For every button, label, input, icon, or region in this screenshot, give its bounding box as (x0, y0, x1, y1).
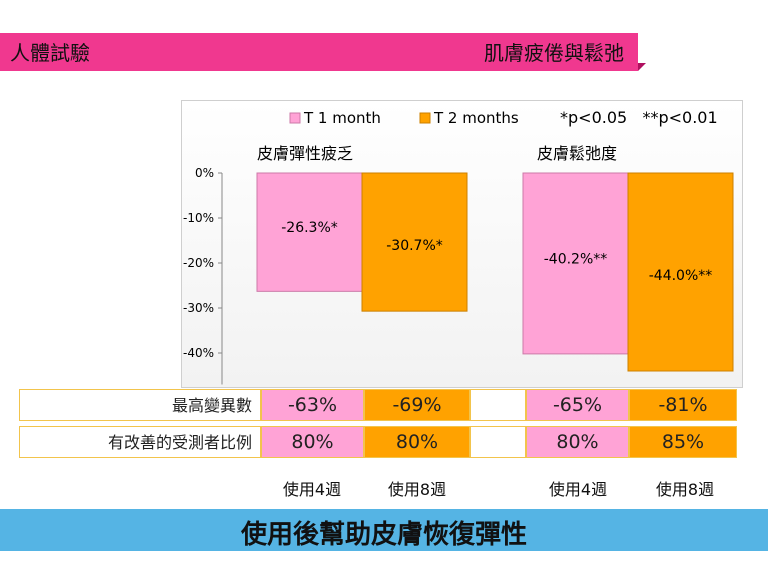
data-label: -40.2%** (544, 251, 608, 267)
chart-panel: T 1 month T 2 months *p<0.05 **p<0.01 皮膚… (181, 100, 743, 388)
row-label-improved-ratio: 有改善的受測者比例 (19, 426, 261, 458)
cell-max-change-2: -69% (364, 389, 470, 421)
header-right-title: 肌膚疲倦與鬆弛 (484, 41, 624, 65)
spacer-cell (470, 426, 526, 458)
significance-note: *p<0.05 **p<0.01 (560, 108, 718, 127)
week-label-2: 使用8週 (387, 480, 447, 499)
cell-improved-3: 80% (526, 426, 629, 458)
cell-max-change-4: -81% (629, 389, 737, 421)
legend-label-t1: T 1 month (303, 109, 381, 127)
legend-swatch-t1 (289, 112, 301, 124)
y-tick-label: -40% (183, 346, 214, 360)
data-label: -26.3%* (281, 220, 338, 236)
footer-band: 使用後幫助皮膚恢復彈性 (0, 509, 768, 551)
legend-label-t2: T 2 months (433, 109, 519, 127)
header-left-title: 人體試驗 (10, 41, 90, 65)
bar-t2-group2 (627, 172, 734, 372)
y-tick-label: -20% (183, 256, 214, 270)
y-axis: 0% -10% -20% -30% -40% (183, 166, 223, 385)
cell-improved-4: 85% (629, 426, 737, 458)
bar-t1-group1 (256, 172, 363, 292)
cell-improved-1: 80% (261, 426, 364, 458)
legend-swatch-t2 (419, 112, 431, 124)
footer-slogan: 使用後幫助皮膚恢復彈性 (240, 520, 527, 550)
bar-chart: T 1 month T 2 months *p<0.05 **p<0.01 皮膚… (183, 108, 734, 385)
bars-layer: -26.3%* -40.2%** -30.7%* -44.0%** (256, 172, 734, 372)
y-tick-label: 0% (195, 166, 214, 180)
cell-max-change-1: -63% (261, 389, 364, 421)
week-label-3: 使用4週 (548, 480, 608, 499)
week-label-1: 使用4週 (282, 480, 342, 499)
cell-max-change-3: -65% (526, 389, 629, 421)
y-tick-label: -30% (183, 301, 214, 315)
data-label: -44.0%** (649, 268, 713, 284)
cell-improved-2: 80% (364, 426, 470, 458)
header-band: 人體試驗 肌膚疲倦與鬆弛 (0, 33, 646, 71)
group-title-sagging: 皮膚鬆弛度 (537, 144, 617, 163)
table-row-max-change: 最高變異數 -63% -69% -65% -81% (19, 389, 739, 423)
header-corner-decoration (638, 63, 646, 71)
group-title-elasticity: 皮膚彈性疲乏 (257, 144, 353, 163)
bar-t2-group1 (361, 172, 468, 312)
spacer-cell (470, 389, 526, 421)
table-row-improved-ratio: 有改善的受測者比例 80% 80% 80% 85% (19, 426, 739, 460)
row-label-max-change: 最高變異數 (19, 389, 261, 421)
week-label-4: 使用8週 (655, 480, 715, 499)
y-tick-label: -10% (183, 211, 214, 225)
data-label: -30.7%* (386, 238, 443, 254)
